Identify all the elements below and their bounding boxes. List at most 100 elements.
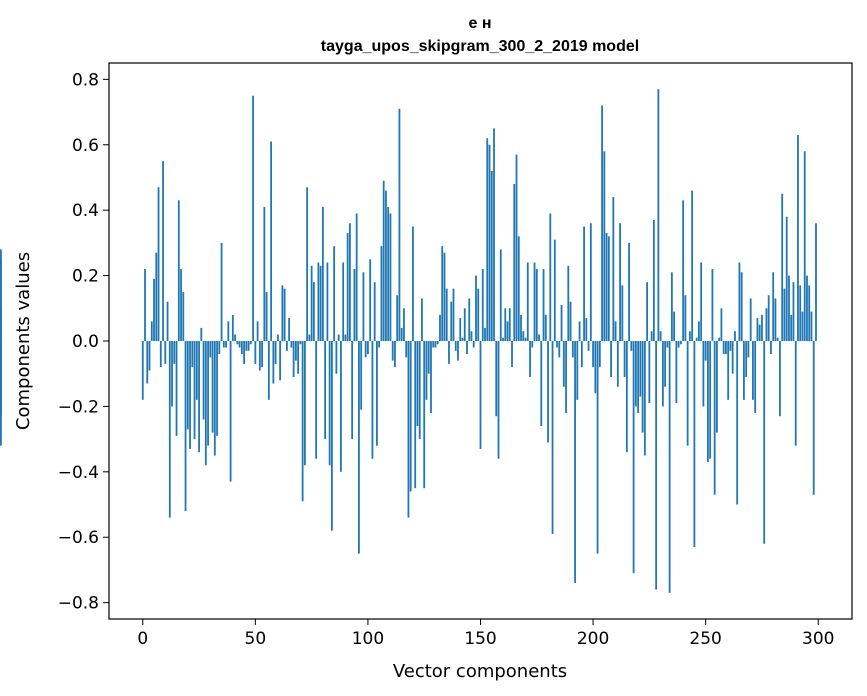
plot-area-frame: [108, 62, 853, 620]
bar-187: [562, 341, 565, 387]
x-ticks: 0 50 100 150 200 250 300: [137, 619, 834, 649]
bar-53: [261, 341, 263, 368]
bar-25: [198, 341, 200, 453]
bar-228: [655, 341, 658, 590]
bar-2: [146, 341, 149, 384]
bar-193: [576, 341, 579, 400]
bar-74: [308, 334, 311, 341]
bar-290: [794, 341, 797, 446]
bar-88: [340, 341, 342, 472]
bar-55: [265, 291, 268, 341]
bar-127: [427, 341, 430, 374]
bar-65: [288, 318, 291, 341]
bar-204: [601, 105, 603, 342]
bar-167: [517, 236, 520, 341]
bar-164: [511, 341, 513, 368]
bar-148: [475, 275, 477, 341]
bar-255: [716, 341, 718, 433]
bar-188: [565, 341, 567, 413]
bars-group: [0, 89, 817, 593]
bar-89: [342, 262, 345, 341]
bar-217: [630, 341, 633, 351]
bar-170: [524, 337, 527, 341]
bar-161: [504, 308, 507, 341]
bar-156: [493, 128, 495, 341]
bar-111: [391, 341, 394, 361]
bar-23: [193, 341, 196, 440]
bar-40: [231, 314, 234, 341]
bar-205: [603, 151, 606, 341]
bar-299: [815, 223, 817, 341]
bar-210: [614, 321, 617, 341]
y-tick-label: −0.4: [58, 463, 99, 483]
bar-122: [416, 341, 419, 427]
chart-subtitle: tayga_upos_skipgram_300_2_2019 model: [321, 38, 639, 55]
bar-105: [378, 341, 381, 348]
bar-257: [720, 308, 723, 341]
bar-58: [272, 341, 275, 384]
bar-183: [553, 239, 556, 341]
bar-87: [337, 334, 340, 341]
bar-162: [506, 321, 509, 341]
bar-139: [454, 341, 457, 351]
bar-279: [770, 341, 772, 355]
bar-175: [535, 269, 538, 341]
bar-283: [779, 341, 781, 417]
bar-13: [171, 341, 173, 407]
bar-216: [628, 242, 630, 341]
bar-130: [434, 341, 437, 348]
bar-38: [227, 321, 230, 341]
x-axis-label: Vector components: [393, 661, 567, 682]
bar-27: [202, 341, 205, 420]
bar-153: [486, 138, 489, 341]
bar-14: [173, 341, 176, 364]
bar-83: [328, 341, 331, 466]
bar-274: [758, 324, 761, 341]
bar-194: [578, 321, 581, 341]
bar-92: [349, 223, 351, 341]
bar-250: [704, 341, 707, 361]
x-tick-label: 150: [464, 629, 496, 649]
bar-112: [394, 341, 396, 368]
bar-264: [736, 341, 739, 505]
y-tick-label: 0.6: [72, 136, 99, 156]
bar-182: [551, 341, 554, 534]
bar-295: [806, 275, 808, 341]
bar-26: [200, 327, 203, 341]
bar-289: [792, 282, 795, 341]
bar-185: [558, 341, 561, 358]
bar-113: [396, 295, 399, 341]
bar-222: [641, 341, 644, 433]
bar-277: [765, 308, 768, 341]
bar-98: [362, 272, 365, 341]
bar-292: [799, 285, 802, 341]
bar-119: [409, 341, 412, 492]
bar-215: [625, 341, 628, 453]
bar-50: [254, 341, 257, 364]
bar-253: [711, 269, 714, 341]
bar-106: [380, 246, 383, 341]
bar-143: [463, 308, 466, 341]
bar-225: [648, 341, 651, 404]
bar-1: [144, 269, 146, 341]
x-tick-label: 300: [802, 629, 834, 649]
bar-120: [412, 226, 414, 341]
bar-285: [783, 288, 786, 341]
bar-291: [797, 134, 799, 341]
bar-270: [749, 298, 752, 341]
bar-96: [358, 341, 360, 554]
bar-231: [661, 341, 664, 407]
bar-80: [321, 206, 324, 341]
bar-240: [682, 200, 685, 341]
bar-232: [664, 341, 667, 387]
bar-16: [177, 200, 180, 341]
bar-269: [747, 341, 750, 358]
bar-152: [484, 327, 486, 341]
bar-56: [267, 341, 270, 400]
bar-9: [162, 161, 164, 341]
bar-121: [414, 341, 417, 489]
bar-181: [549, 213, 552, 341]
bar-129: [432, 341, 435, 348]
bar-64: [285, 341, 288, 351]
bar-28: [204, 341, 207, 466]
